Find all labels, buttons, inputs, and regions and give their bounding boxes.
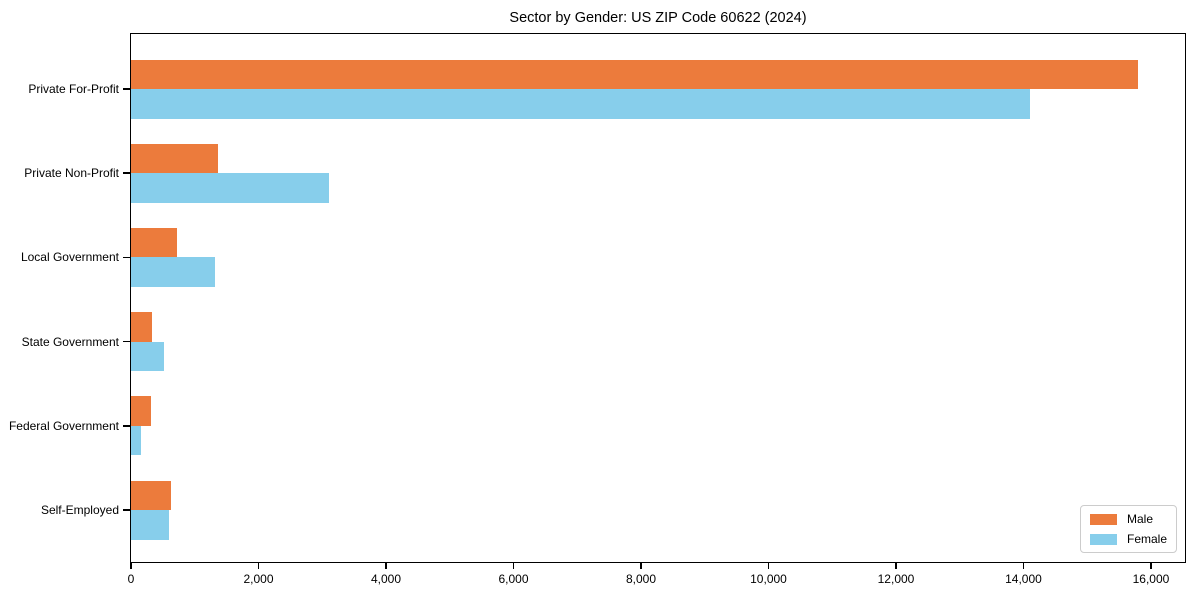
y-axis-tick [123, 256, 130, 259]
bar-female-self-employed [131, 510, 169, 540]
y-axis-tick [123, 425, 130, 427]
x-tick-label: 10,000 [750, 572, 787, 586]
y-axis-tick [123, 509, 130, 511]
bar-male-local-government [131, 227, 177, 258]
chart-title: Sector by Gender: US ZIP Code 60622 (202… [509, 10, 807, 26]
x-axis-tick [512, 562, 515, 569]
x-axis-tick [640, 562, 642, 569]
x-tick-label: 6,000 [498, 572, 529, 586]
y-axis-tick [123, 340, 130, 343]
y-tick-label: State Government [21, 334, 119, 349]
legend: Male Female [1079, 505, 1177, 553]
x-axis-tick [1022, 562, 1025, 569]
bar-male-state-government [131, 312, 153, 342]
legend-swatch-male [1089, 513, 1117, 525]
y-tick-label: Private For-Profit [28, 82, 119, 96]
y-tick-label: Self-Employed [40, 503, 119, 517]
x-tick-label: 2,000 [243, 572, 274, 586]
legend-entry-male: Male [1089, 512, 1167, 526]
y-tick-label: Private Non-Profit [24, 166, 119, 181]
x-tick-label: 16,000 [1132, 572, 1170, 586]
y-axis-tick [123, 172, 130, 174]
x-axis-tick [767, 562, 770, 569]
bar-male-private-for-profit [131, 59, 1139, 89]
x-axis-tick [130, 562, 132, 569]
x-axis-tick [895, 562, 897, 569]
bar-female-state-government [131, 341, 164, 372]
legend-swatch-female [1089, 533, 1117, 545]
bar-male-private-non-profit [131, 143, 219, 174]
bar-male-self-employed [131, 480, 171, 510]
x-tick-label: 12,000 [877, 572, 915, 586]
x-axis-tick [385, 562, 387, 569]
bar-male-federal-government [131, 396, 152, 426]
bar-female-local-government [131, 257, 216, 287]
x-tick-label: 8,000 [625, 572, 656, 586]
x-tick-label: 0 [127, 572, 135, 586]
x-tick-label: 14,000 [1005, 572, 1042, 586]
legend-entry-female: Female [1089, 532, 1167, 546]
y-tick-label: Local Government [20, 250, 119, 265]
legend-label-male: Male [1126, 512, 1153, 526]
x-tick-label: 4,000 [370, 572, 401, 586]
bar-female-federal-government [131, 425, 142, 456]
y-tick-label: Federal Government [8, 418, 119, 433]
bar-female-private-for-profit [131, 89, 1030, 119]
y-axis-tick [123, 88, 130, 90]
plot-area: Male Female Private For-Profit Private Non… [9, 33, 1186, 586]
x-axis-tick [257, 562, 260, 569]
x-axis-tick [1150, 562, 1152, 569]
legend-label-female: Female [1126, 532, 1167, 546]
bar-female-private-non-profit [131, 173, 329, 203]
